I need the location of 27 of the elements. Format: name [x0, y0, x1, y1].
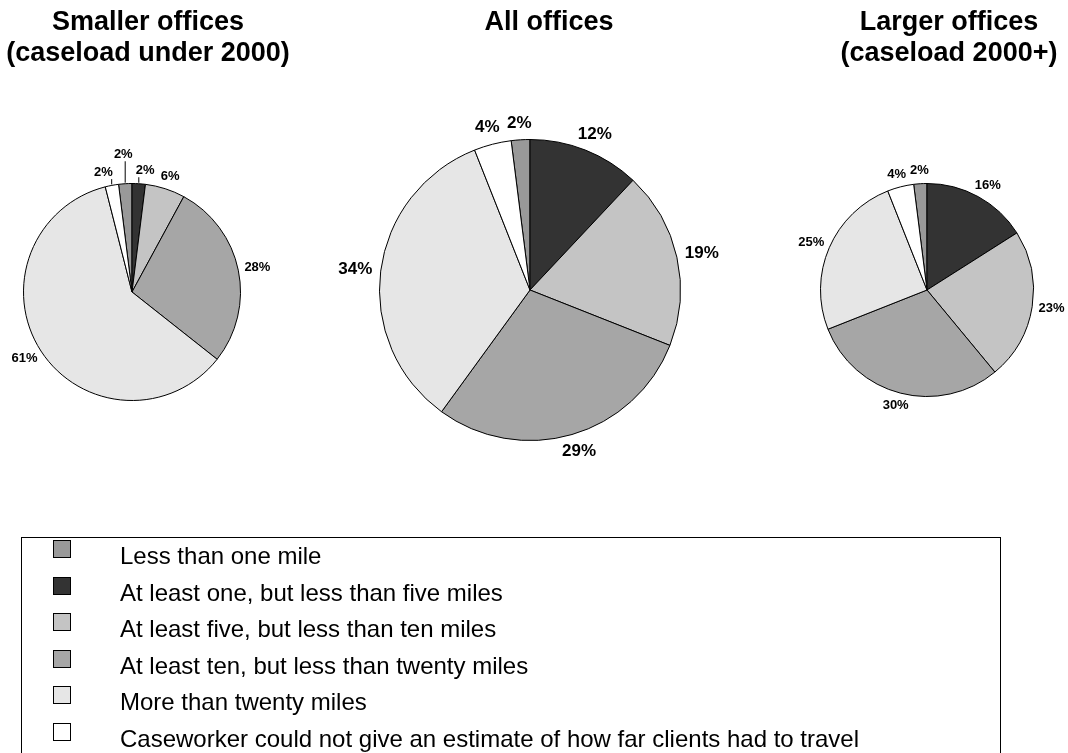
data-label: 2%: [506, 112, 532, 132]
chart-title: Smaller offices (caseload under 2000): [6, 6, 290, 68]
legend-label: At least five, but less than ten miles: [120, 615, 497, 643]
data-label: 23%: [1038, 300, 1065, 316]
legend-label: At least one, but less than five miles: [120, 578, 503, 607]
data-label: 16%: [974, 176, 1002, 192]
data-label: 28%: [244, 259, 271, 275]
data-label: 2%: [113, 146, 134, 162]
data-label: 12%: [577, 123, 612, 143]
data-label: 6%: [160, 167, 180, 183]
legend-label: Caseworker could not give an estimate of how far clients had to travel: [120, 724, 860, 753]
data-label: 25%: [798, 234, 825, 250]
data-label: 19%: [684, 243, 719, 263]
data-label: 4%: [887, 165, 907, 181]
chart-title: Larger offices (caseload 2000+): [840, 6, 1058, 68]
data-label: 61%: [11, 349, 39, 365]
legend-label: More than twenty miles: [120, 688, 367, 716]
data-label: 4%: [475, 117, 500, 137]
data-label: 2%: [94, 164, 114, 180]
data-label: 30%: [882, 397, 910, 413]
data-label: 2%: [909, 162, 930, 178]
data-label: 29%: [562, 440, 597, 460]
legend-label: At least ten, but less than twenty miles: [120, 651, 529, 680]
data-label: 34%: [338, 258, 373, 278]
legend-label: Less than one mile: [120, 542, 322, 570]
chart-title: All offices: [484, 6, 614, 37]
data-label: 2%: [135, 162, 156, 178]
